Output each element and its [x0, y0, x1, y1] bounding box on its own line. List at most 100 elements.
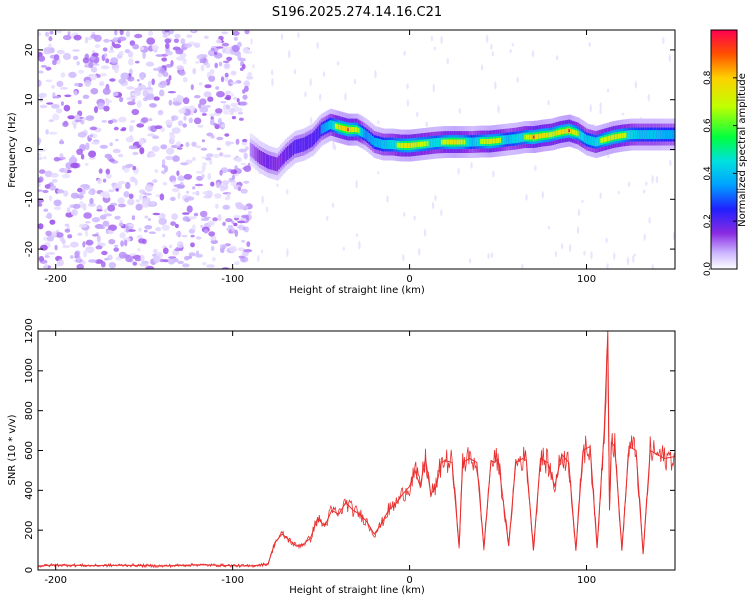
heatmap-noise-cell [70, 192, 80, 199]
heatmap-noise-cell [192, 67, 196, 75]
heatmap-ridge-cell [648, 130, 651, 140]
heatmap-ridge-cell [379, 139, 382, 148]
heatmap-noise-cell [152, 67, 161, 71]
heatmap-ridge-cell [518, 133, 522, 143]
heatmap-noise-cell [138, 238, 146, 244]
heatmap-noise-cell [139, 262, 149, 267]
heatmap-noise-cell [270, 69, 274, 76]
heatmap-noise-cell [64, 167, 68, 174]
heatmap-ridge-cell [476, 137, 480, 147]
heatmap-noise-cell [497, 105, 500, 114]
heatmap-noise-cell [149, 152, 156, 158]
heatmap-noise-cell [151, 44, 159, 51]
heatmap-ridge-cell [594, 137, 598, 147]
heatmap-noise-cell [190, 242, 195, 248]
heatmap-noise-cell [208, 75, 216, 82]
heatmap-noise-cell [171, 115, 179, 121]
heatmap-ridge-cell [460, 139, 464, 145]
heatmap-noise-cell [48, 131, 58, 135]
heatmap-noise-cell [240, 162, 247, 166]
heatmap-noise-cell [374, 69, 377, 79]
heatmap-noise-cell [72, 203, 81, 209]
heatmap-noise-cell [210, 181, 215, 187]
heatmap-noise-cell [234, 261, 240, 266]
heatmap-noise-cell [599, 102, 602, 110]
heatmap-ridge-cell [302, 137, 306, 152]
heatmap-ridge-cell [649, 130, 653, 140]
heatmap-noise-cell [59, 87, 69, 90]
heatmap-noise-cell [52, 59, 57, 66]
heatmap-ridge-cell [265, 154, 269, 168]
snr-y-tick-label: 1000 [24, 358, 35, 383]
heatmap-noise-cell [182, 216, 190, 222]
heatmap-noise-cell [234, 229, 239, 237]
heatmap-noise-cell [220, 101, 227, 104]
heatmap-noise-cell [132, 165, 137, 171]
heatmap-noise-cell [77, 187, 83, 193]
heatmap-noise-cell [200, 147, 208, 151]
heatmap-ridge-cell [402, 143, 405, 148]
heatmap-noise-cell [468, 258, 472, 264]
heatmap-noise-cell [458, 107, 461, 114]
heatmap-noise-cell [634, 80, 638, 89]
heatmap-ridge-cell [492, 138, 495, 144]
heatmap-noise-cell [432, 83, 435, 93]
heatmap-noise-cell [145, 61, 155, 67]
heatmap-noise-cell [130, 120, 136, 123]
heatmap-noise-cell [114, 183, 122, 190]
heatmap-noise-cell [245, 75, 254, 80]
heatmap-noise-cell [621, 112, 625, 116]
heatmap-noise-cell [224, 72, 229, 78]
heatmap-noise-cell [234, 165, 238, 171]
heatmap-noise-cell [89, 134, 94, 137]
heatmap-noise-cell [43, 208, 49, 212]
heatmap-noise-cell [208, 231, 216, 237]
heatmap-noise-cell [181, 234, 188, 238]
heatmap-noise-cell [182, 212, 190, 215]
heatmap-noise-cell [102, 47, 108, 52]
heatmap-noise-cell [210, 48, 215, 51]
heatmap-noise-cell [242, 89, 246, 94]
heatmap-noise-cell [227, 225, 234, 229]
heatmap-noise-cell [229, 245, 238, 253]
heatmap-noise-cell [202, 191, 209, 195]
heatmap-noise-cell [147, 218, 152, 221]
spectrogram-x-tick-label: 0 [406, 274, 412, 285]
heatmap-noise-cell [406, 83, 409, 90]
heatmap-noise-cell [556, 55, 559, 61]
heatmap-noise-cell [64, 228, 71, 233]
heatmap-noise-cell [100, 191, 106, 197]
heatmap-noise-cell [237, 111, 243, 115]
heatmap-noise-cell [100, 261, 106, 268]
heatmap-noise-cell [127, 51, 134, 58]
heatmap-noise-cell [606, 88, 610, 93]
heatmap-noise-cell [88, 61, 94, 69]
heatmap-noise-cell [243, 80, 250, 88]
heatmap-noise-cell [525, 194, 528, 201]
snr-y-tick-label: 600 [24, 441, 35, 460]
heatmap-noise-cell [486, 34, 489, 44]
heatmap-ridge-cell [458, 139, 462, 145]
heatmap-noise-cell [257, 254, 260, 263]
heatmap-noise-cell [165, 32, 169, 38]
heatmap-noise-cell [490, 252, 494, 258]
heatmap-noise-cell [55, 232, 64, 238]
heatmap-noise-cell [114, 65, 119, 74]
heatmap-noise-cell [554, 251, 558, 258]
heatmap-noise-cell [494, 81, 497, 90]
heatmap-noise-cell [117, 197, 125, 205]
heatmap-noise-cell [72, 49, 80, 52]
heatmap-ridge-cell [665, 130, 669, 140]
heatmap-noise-cell [541, 191, 544, 199]
heatmap-noise-cell [60, 101, 64, 106]
heatmap-noise-cell [40, 65, 47, 68]
heatmap-ridge-cell [433, 138, 437, 148]
heatmap-noise-cell [188, 252, 196, 257]
heatmap-noise-cell [42, 189, 49, 194]
heatmap-noise-cell [186, 190, 190, 194]
heatmap-ridge-cell [432, 138, 435, 148]
heatmap-noise-cell [355, 179, 358, 189]
heatmap-noise-cell [62, 34, 72, 41]
heatmap-noise-cell [204, 84, 212, 89]
heatmap-noise-cell [547, 225, 551, 230]
